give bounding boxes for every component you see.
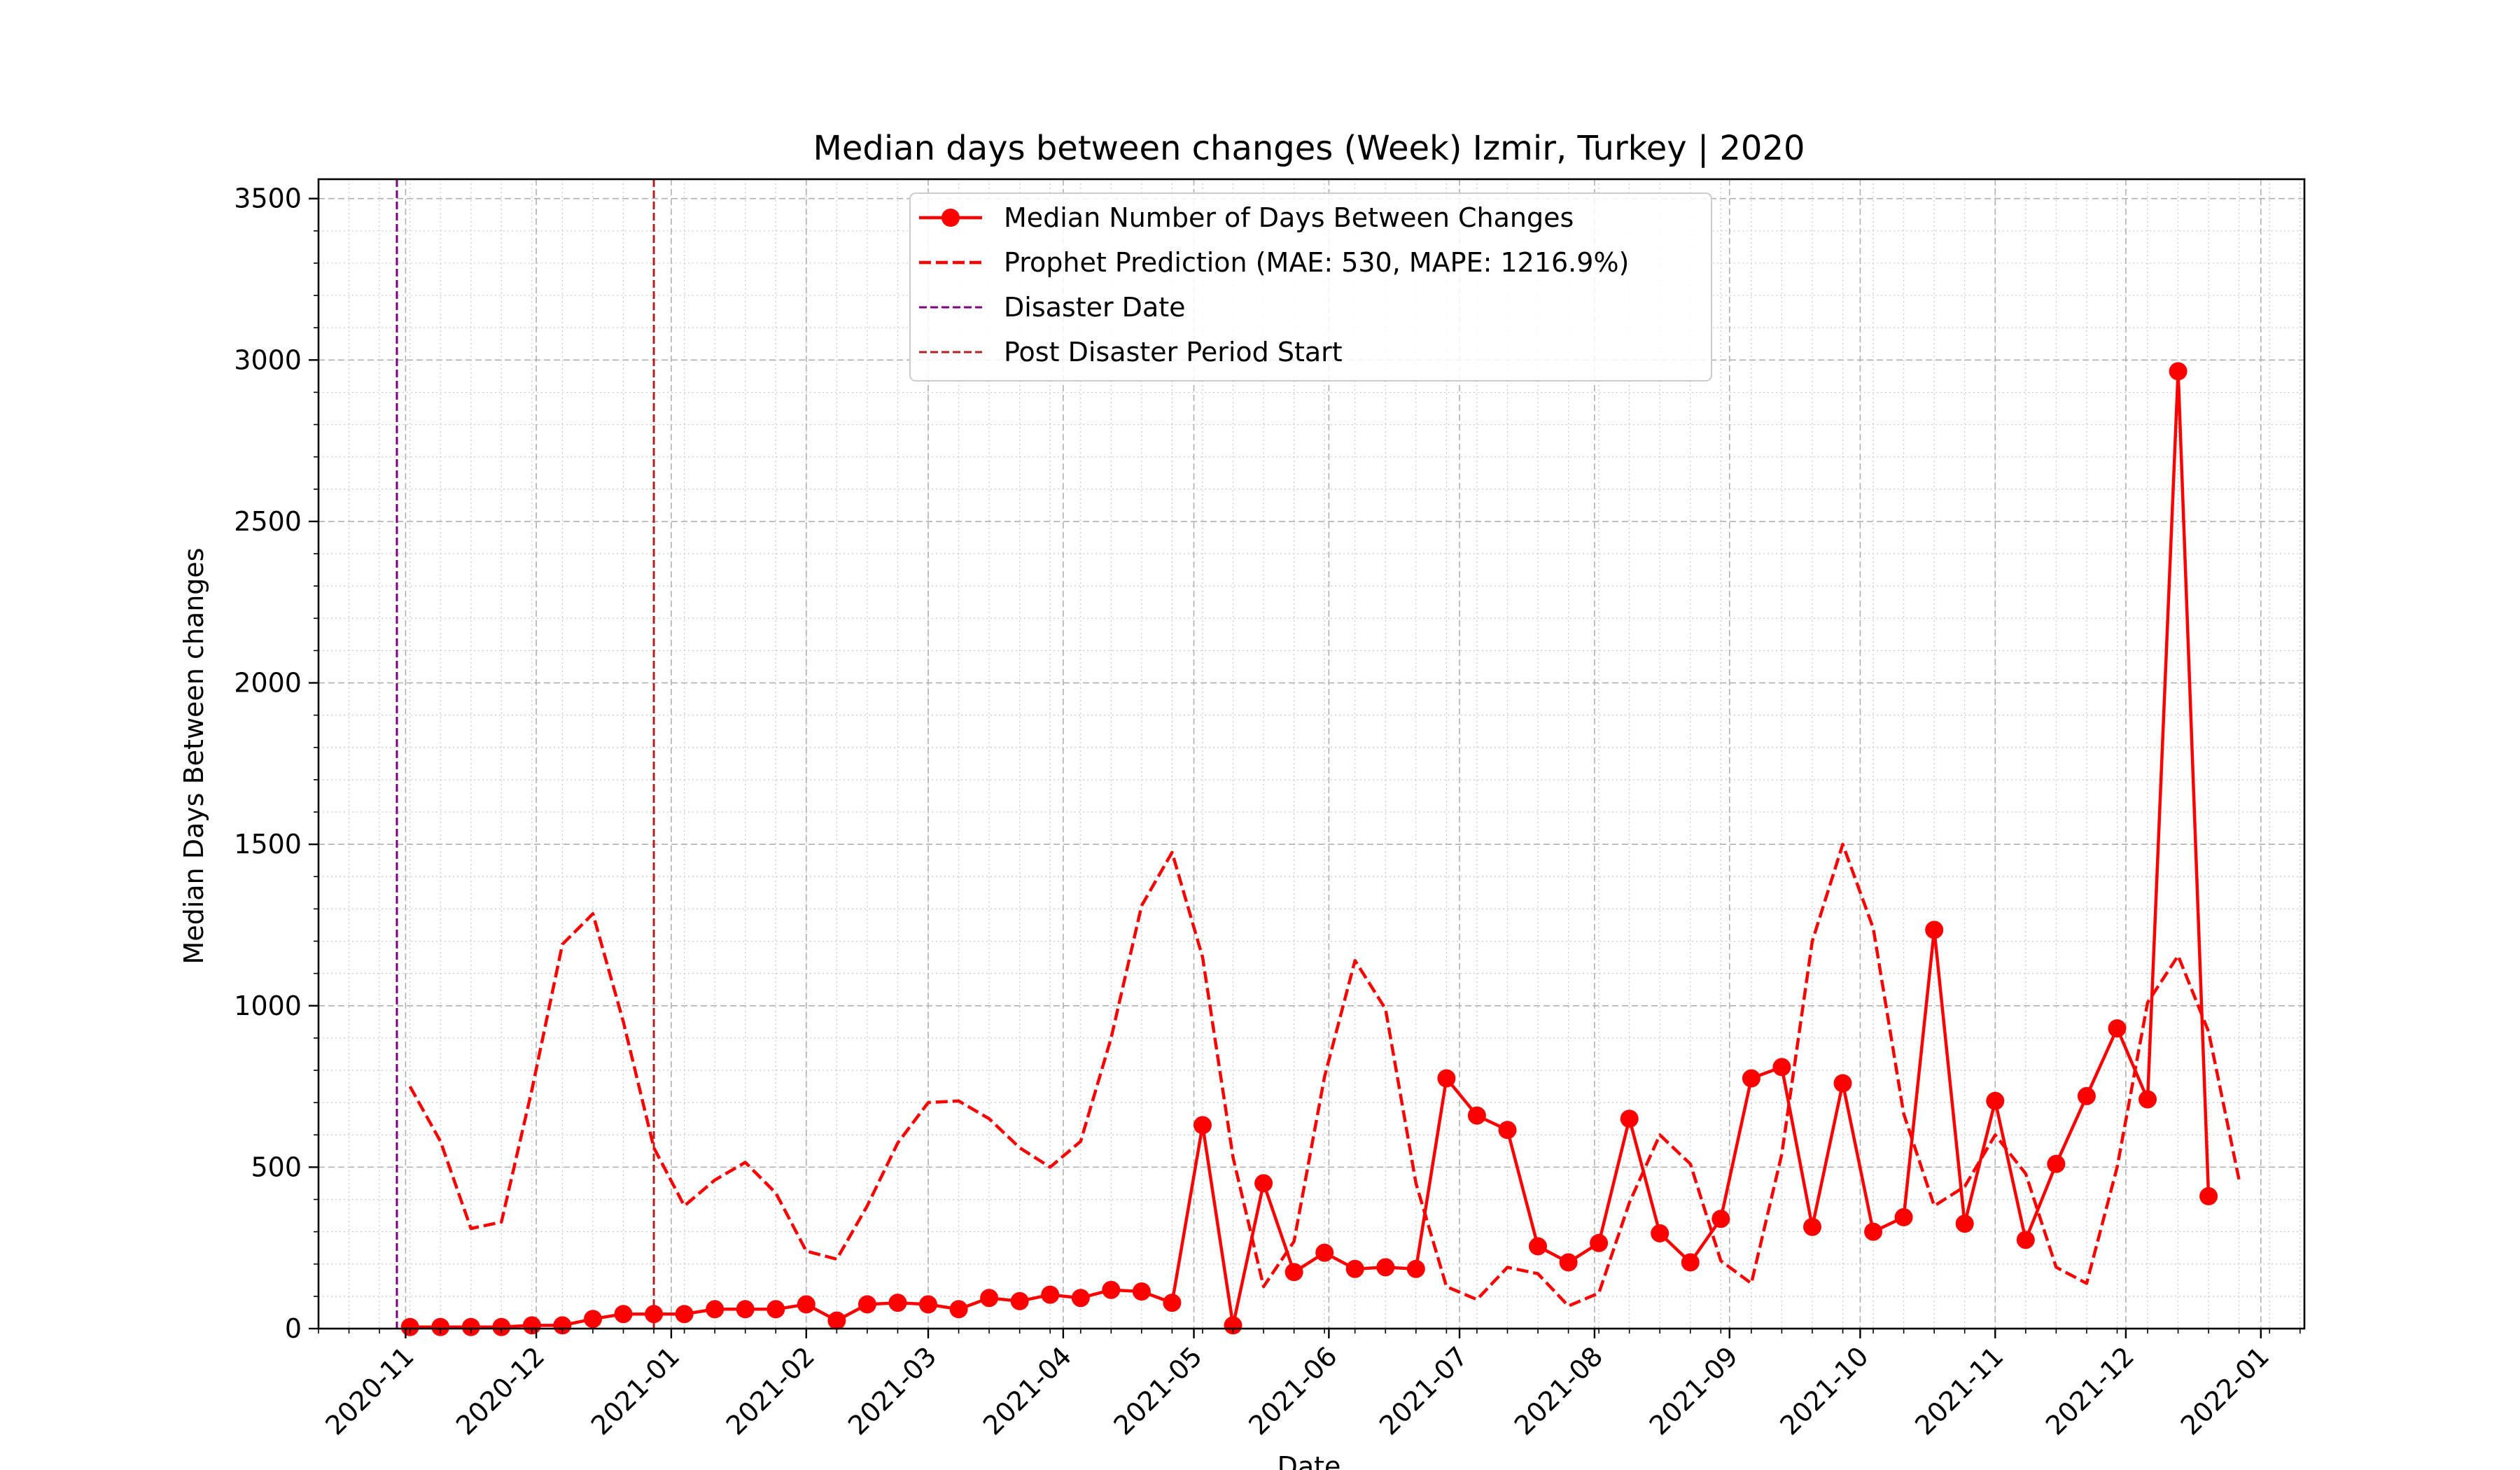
data-point (1345, 1259, 1364, 1278)
data-point (1529, 1237, 1547, 1256)
data-point (461, 1317, 480, 1336)
data-point (980, 1289, 999, 1308)
data-point (1590, 1233, 1609, 1252)
data-point (1467, 1106, 1486, 1125)
legend: Median Number of Days Between Changes Pr… (909, 192, 1712, 382)
y-tick-label: 500 (251, 1152, 302, 1182)
data-point (2169, 362, 2188, 381)
y-tick-label: 2500 (234, 506, 302, 537)
data-point (706, 1300, 724, 1319)
legend-label-post-disaster: Post Disaster Period Start (1004, 337, 1343, 368)
data-point (949, 1300, 968, 1319)
data-point (1376, 1258, 1395, 1277)
data-point (766, 1300, 785, 1319)
data-point (1071, 1289, 1090, 1308)
y-tick-label: 0 (285, 1313, 302, 1344)
x-axis-label: Date (1278, 1451, 1341, 1470)
data-point (614, 1305, 633, 1324)
data-point (1498, 1121, 1517, 1140)
data-point (1194, 1116, 1212, 1135)
data-point (1620, 1110, 1639, 1128)
data-point (1925, 920, 1944, 939)
y-axis-label: Median Days Between changes (178, 547, 209, 964)
data-point (2077, 1086, 2096, 1105)
data-point (1742, 1069, 1760, 1088)
data-point (1254, 1174, 1273, 1193)
data-point (736, 1300, 755, 1319)
data-point (858, 1295, 876, 1314)
data-point (827, 1311, 846, 1330)
data-point (1315, 1243, 1334, 1262)
legend-label-observed: Median Number of Days Between Changes (1004, 202, 1574, 233)
data-point (2108, 1019, 2127, 1038)
chart-title: Median days between changes (Week) Izmir… (813, 129, 1805, 168)
data-point (492, 1317, 511, 1336)
data-point (1986, 1091, 2005, 1110)
data-point (1224, 1316, 1242, 1335)
data-point (1894, 1208, 1913, 1226)
series-area (400, 362, 2241, 1336)
legend-marker-observed (941, 209, 960, 227)
data-point (584, 1310, 602, 1329)
data-point (919, 1295, 937, 1314)
data-point (1833, 1074, 1852, 1093)
data-point (2138, 1090, 2157, 1109)
data-point (1712, 1210, 1730, 1228)
data-point (1864, 1222, 1883, 1241)
y-tick-label: 3500 (234, 183, 302, 214)
legend-box (909, 192, 1712, 382)
y-axis: 0 500 1000 1500 2000 2500 3000 3500 (234, 183, 318, 1344)
data-point (1437, 1069, 1456, 1088)
data-point (1772, 1058, 1791, 1077)
data-point (1163, 1294, 1182, 1312)
data-point (2199, 1186, 2218, 1205)
data-point (675, 1305, 694, 1324)
data-point (1651, 1224, 1670, 1242)
prophet-prediction-line (408, 842, 2241, 1308)
data-point (1041, 1285, 1060, 1304)
data-point (2047, 1154, 2066, 1173)
data-point (888, 1294, 907, 1312)
data-point (1284, 1263, 1303, 1282)
data-point (1406, 1259, 1425, 1278)
data-point (431, 1317, 450, 1336)
data-point (2016, 1231, 2035, 1250)
data-point (1102, 1280, 1121, 1299)
data-point (1955, 1214, 1974, 1233)
y-tick-label: 3000 (234, 344, 302, 375)
data-point (1681, 1253, 1700, 1272)
y-tick-label: 1500 (234, 829, 302, 860)
data-point (1132, 1282, 1151, 1301)
data-point (645, 1305, 664, 1324)
y-tick-label: 2000 (234, 668, 302, 699)
event-lines (396, 179, 655, 1329)
legend-label-prediction: Prophet Prediction (MAE: 530, MAPE: 1216… (1004, 247, 1629, 278)
data-point (797, 1295, 816, 1314)
plot-frame (317, 178, 2306, 1330)
data-point (1010, 1292, 1029, 1310)
data-point (553, 1316, 572, 1335)
data-point (1559, 1253, 1578, 1272)
data-point (1803, 1217, 1821, 1236)
y-tick-label: 1000 (234, 990, 302, 1021)
legend-label-disaster: Disaster Date (1004, 292, 1186, 323)
